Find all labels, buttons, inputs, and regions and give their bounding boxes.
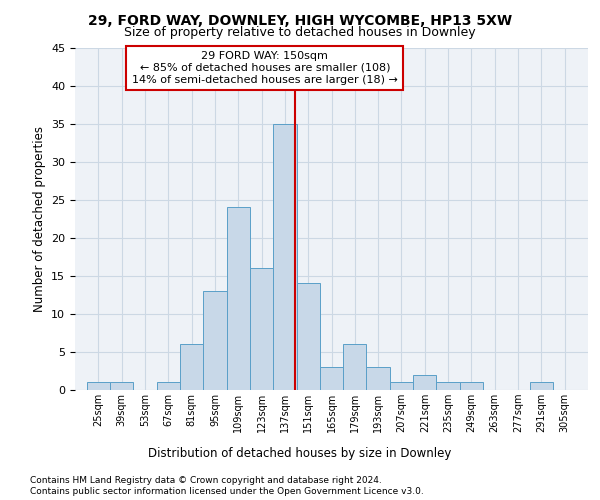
Bar	[320, 367, 343, 390]
Bar	[390, 382, 413, 390]
Bar	[343, 344, 367, 390]
Text: 29, FORD WAY, DOWNLEY, HIGH WYCOMBE, HP13 5XW: 29, FORD WAY, DOWNLEY, HIGH WYCOMBE, HP1…	[88, 14, 512, 28]
Bar	[227, 208, 250, 390]
Bar	[436, 382, 460, 390]
Bar	[460, 382, 483, 390]
Bar	[86, 382, 110, 390]
Text: 29 FORD WAY: 150sqm
← 85% of detached houses are smaller (108)
14% of semi-detac: 29 FORD WAY: 150sqm ← 85% of detached ho…	[132, 52, 398, 84]
Bar	[203, 291, 227, 390]
Bar	[273, 124, 296, 390]
Bar	[157, 382, 180, 390]
Text: Distribution of detached houses by size in Downley: Distribution of detached houses by size …	[148, 448, 452, 460]
Text: Contains HM Land Registry data © Crown copyright and database right 2024.: Contains HM Land Registry data © Crown c…	[30, 476, 382, 485]
Bar	[180, 344, 203, 390]
Bar	[367, 367, 390, 390]
Bar	[110, 382, 133, 390]
Text: Size of property relative to detached houses in Downley: Size of property relative to detached ho…	[124, 26, 476, 39]
Text: Contains public sector information licensed under the Open Government Licence v3: Contains public sector information licen…	[30, 487, 424, 496]
Bar	[530, 382, 553, 390]
Y-axis label: Number of detached properties: Number of detached properties	[32, 126, 46, 312]
Bar	[250, 268, 273, 390]
Bar	[413, 375, 436, 390]
Bar	[296, 284, 320, 390]
